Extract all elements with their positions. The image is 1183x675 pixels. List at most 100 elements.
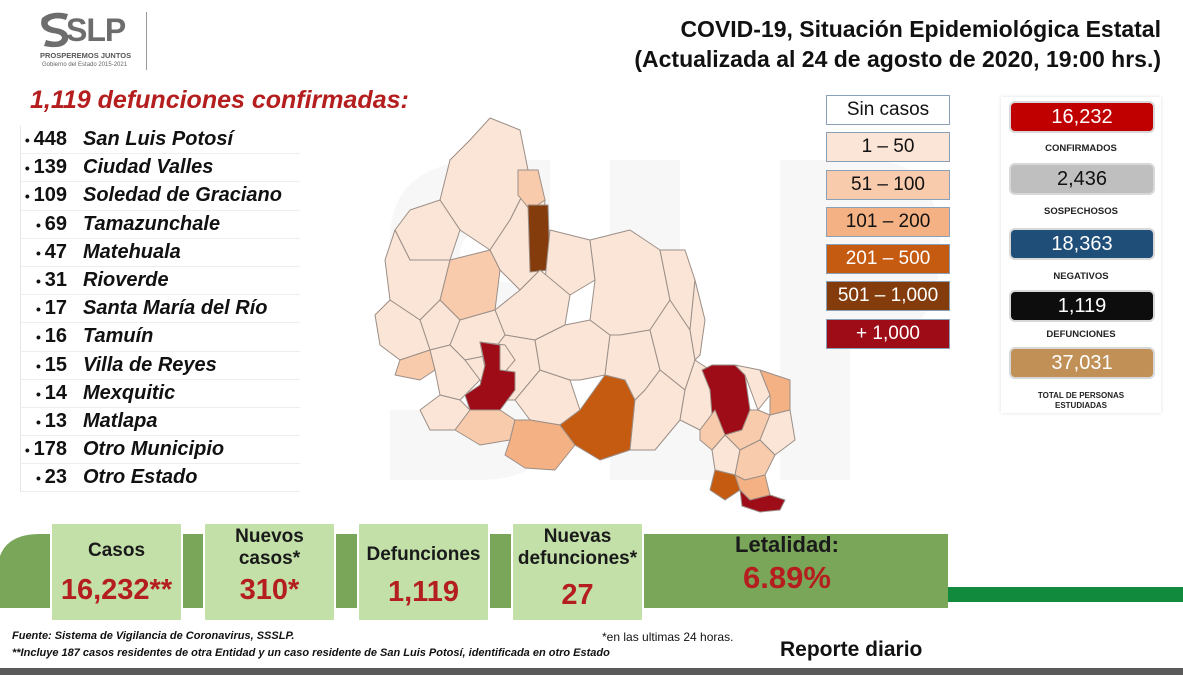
municipality-deaths: 109 (21, 184, 83, 207)
municipality-name: Santa María del Río (83, 297, 268, 320)
lethality-card: Letalidad: 6.89% (662, 532, 912, 612)
summary-label: DEFUNCIONES (1046, 329, 1116, 340)
legend-item: 101 – 200 (826, 206, 950, 237)
municipality-deaths: 47 (21, 241, 83, 264)
municipality-name: Soledad de Graciano (83, 184, 282, 207)
logo-slogan: PROSPEREMOS JUNTOS (40, 51, 132, 60)
title-line-1: COVID-19, Situación Epidemiológica Estat… (680, 16, 1161, 42)
summary-value: 18,363 (1009, 228, 1155, 260)
municipality-deaths: 16 (21, 325, 83, 348)
map-region (709, 469, 741, 501)
municipality-deaths: 15 (21, 354, 83, 377)
municipality-name: Tamuín (83, 325, 154, 348)
legend-item: 201 – 500 (826, 244, 950, 275)
title-line-2: (Actualizada al 24 de agosto de 2020, 19… (634, 46, 1161, 72)
municipality-name: Otro Estado (83, 466, 198, 489)
lethality-value: 6.89% (743, 560, 831, 595)
map-region (429, 344, 481, 401)
new-deaths-card-label: Nuevas defunciones* (517, 526, 638, 569)
municipality-deaths: 69 (21, 213, 83, 236)
page-title: COVID-19, Situación Epidemiológica Estat… (634, 14, 1161, 74)
summary-value: 2,436 (1009, 163, 1155, 195)
lethality-label: Letalidad: (735, 532, 839, 557)
legend-item: Sin casos (826, 95, 950, 125)
bottom-bar (0, 668, 1183, 675)
municipality-name: Matehuala (83, 240, 181, 263)
source-note: Fuente: Sistema de Vigilancia de Coronav… (12, 630, 295, 642)
new-cases-card: Nuevos casos* 310* (203, 522, 336, 622)
municipality-name: Tamazunchale (83, 212, 221, 235)
logo-brand: SLP (66, 12, 126, 48)
summary-value: 1,119 (1009, 290, 1155, 322)
cases-card-value: 16,232** (60, 574, 173, 606)
municipality-deaths: 23 (21, 466, 83, 489)
new-deaths-card-value: 27 (561, 579, 594, 611)
municipality-deaths: 14 (21, 382, 83, 405)
asterisk-note: *en las ultimas 24 horas. (602, 630, 734, 644)
deaths-card-label: Defunciones (366, 544, 481, 565)
map-region (394, 349, 436, 381)
summary-value: 37,031 (1009, 347, 1155, 379)
summary-label: SOSPECHOSOS (1044, 206, 1118, 217)
double-asterisk-note: **Incluye 187 casos residentes de otra E… (12, 647, 610, 659)
municipality-deaths: 178 (21, 438, 83, 461)
slp-logo: SLP PROSPEREMOS JUNTOS Gobierno del Esta… (38, 10, 150, 70)
deaths-header: 1,119 defunciones confirmadas: (30, 86, 409, 114)
municipality-deaths: 448 (21, 128, 83, 151)
green-stripe (948, 587, 1183, 602)
summary-label: CONFIRMADOS (1045, 143, 1117, 154)
map-region (739, 489, 786, 513)
municipality-name: Matlapa (83, 409, 158, 432)
municipality-deaths: 31 (21, 269, 83, 292)
legend-item: 501 – 1,000 (826, 281, 950, 312)
municipality-name: Mexquitic (83, 381, 176, 404)
map-region (699, 409, 726, 451)
summary-label: NEGATIVOS (1053, 271, 1109, 282)
deaths-card: Defunciones 1,119 (357, 522, 490, 622)
slp-logo-mark (41, 12, 69, 48)
daily-report-label: Reporte diario (780, 638, 923, 661)
map-legend: Sin casos 1 – 50 51 – 100 101 – 200 201 – 50… (826, 95, 950, 356)
map-region (439, 117, 531, 251)
summary-panel: 16,232 CONFIRMADOS 2,436 SOSPECHOSOS 18,363 N… (1001, 97, 1161, 413)
municipality-name: San Luis Potosí (83, 128, 234, 151)
municipality-deaths: 13 (21, 410, 83, 433)
map-region (734, 364, 771, 411)
municipality-name: Otro Municipio (83, 438, 225, 461)
summary-label: TOTAL DE PERSONAS ESTUDIADAS (1037, 391, 1125, 410)
legend-item: 1 – 50 (826, 132, 950, 163)
state-map (374, 117, 796, 513)
municipality-deaths: 17 (21, 297, 83, 320)
cases-card-label: Casos (87, 540, 146, 561)
municipality-deaths: 139 (21, 156, 83, 179)
map-region (689, 279, 706, 361)
cases-card: Casos 16,232** (50, 522, 183, 622)
new-cases-card-value: 310* (239, 574, 300, 606)
map-region (629, 369, 686, 451)
municipality-name: Ciudad Valles (83, 156, 214, 179)
legend-item: + 1,000 (826, 318, 950, 349)
logo-government: Gobierno del Estado 2015-2021 (42, 62, 128, 68)
map-region (544, 229, 596, 296)
summary-value: 16,232 (1009, 101, 1155, 133)
new-deaths-card: Nuevas defunciones* 27 (511, 522, 644, 622)
new-cases-card-label: Nuevos casos* (235, 526, 304, 569)
municipality-name: Rioverde (83, 269, 169, 292)
legend-item: 51 – 100 (826, 169, 950, 200)
logo-divider (146, 12, 147, 70)
